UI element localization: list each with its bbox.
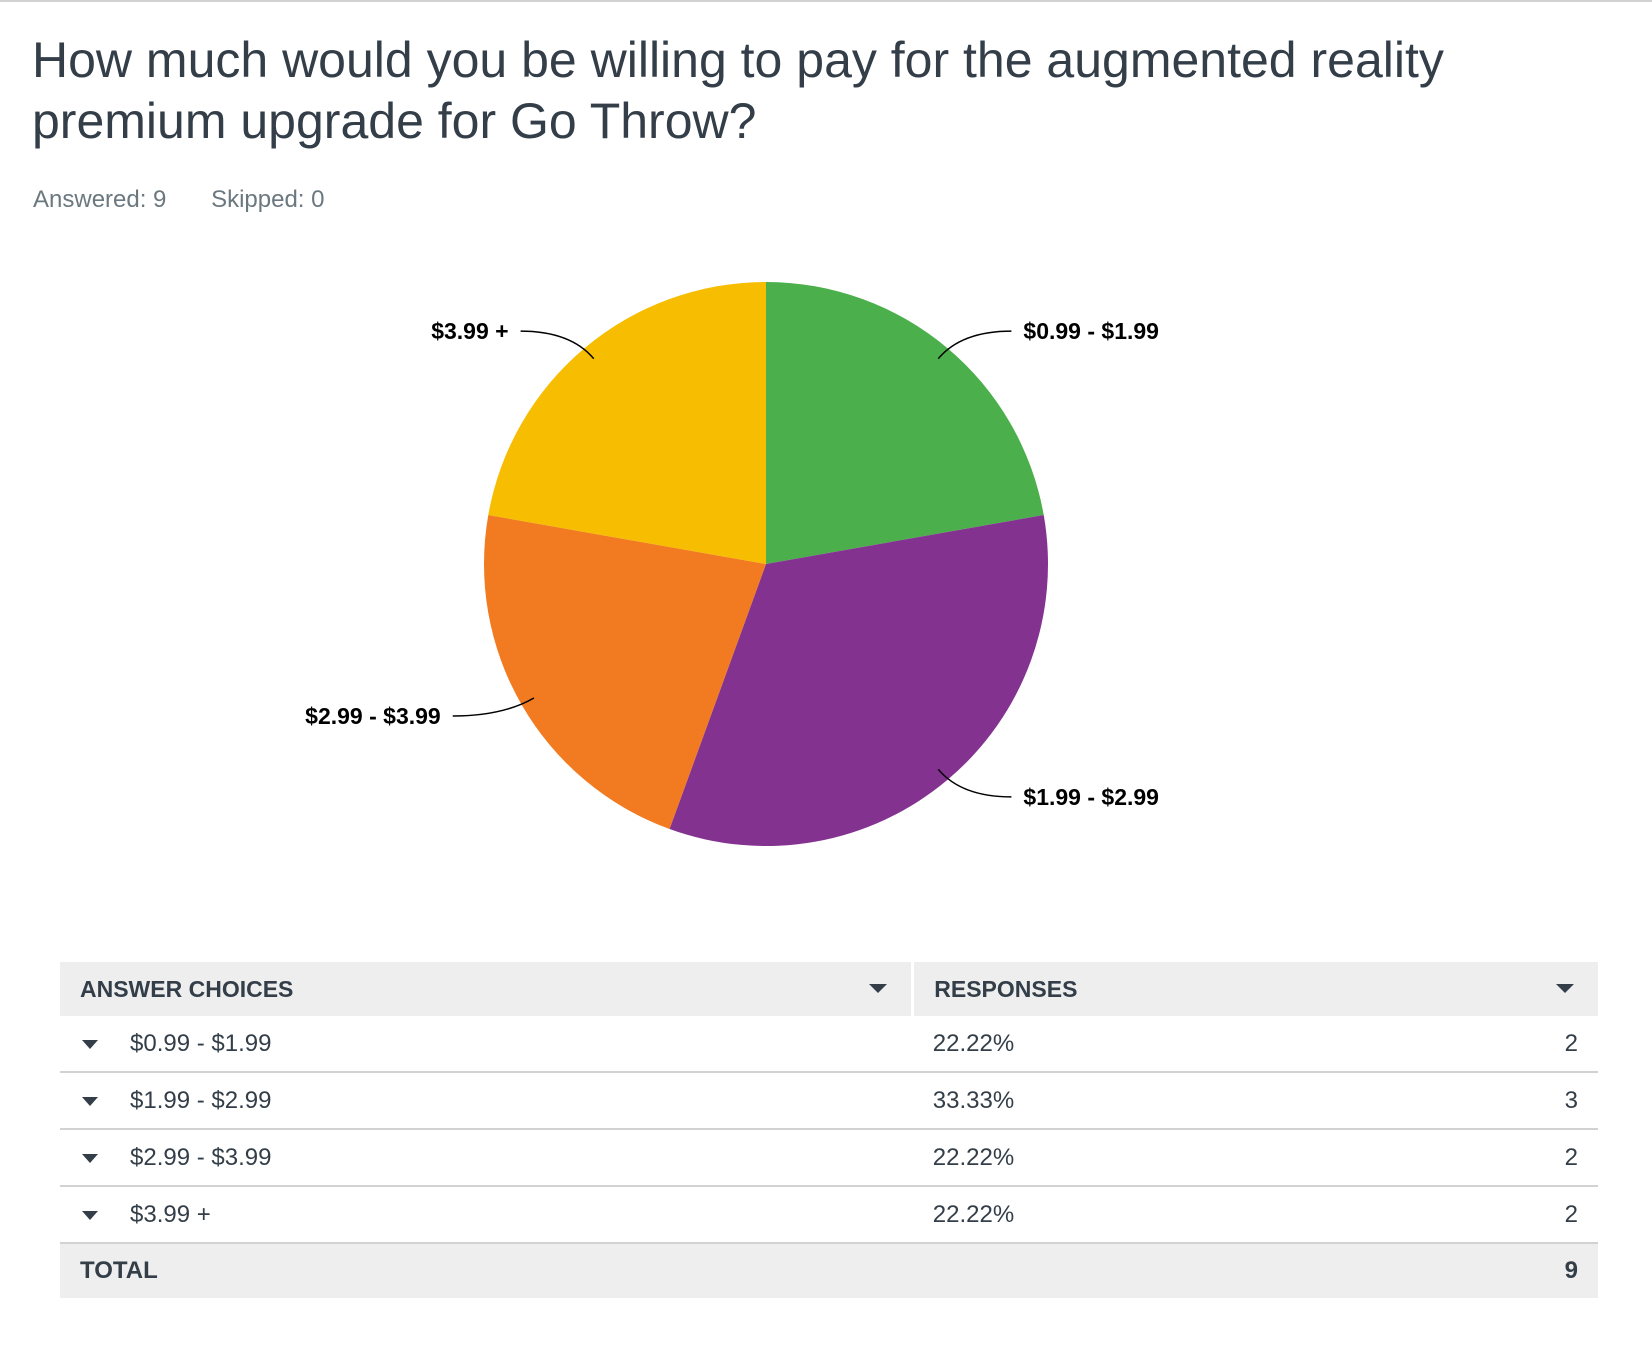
response-summary: Answered: 9 Skipped: 0	[33, 186, 363, 214]
response-percent: 22.22%	[912, 1129, 1545, 1187]
pie-slice-label: $1.99 - $2.99	[1023, 784, 1159, 810]
expand-caret-icon[interactable]	[82, 1039, 98, 1049]
response-percent: 22.22%	[912, 1186, 1545, 1244]
answer-choice: $1.99 - $2.99	[130, 1086, 272, 1114]
table-row: $1.99 - $2.99 33.33% 3	[60, 1072, 1598, 1130]
top-divider	[0, 0, 1652, 2]
question-title: How much would you be willing to pay for…	[32, 32, 1444, 149]
response-percent: 22.22%	[912, 1016, 1545, 1073]
skipped-count: Skipped: 0	[211, 186, 325, 213]
table-row: $3.99 + 22.22% 2	[60, 1186, 1598, 1244]
pie-leader-line	[937, 330, 1012, 360]
pie-slice	[669, 515, 1048, 847]
responses-header[interactable]: RESPONSES	[912, 962, 1598, 1016]
response-count: 2	[1544, 1129, 1598, 1187]
expand-caret-icon[interactable]	[82, 1153, 98, 1163]
response-count: 2	[1544, 1186, 1598, 1244]
pie-leader-line	[452, 697, 535, 717]
pie-slice	[483, 515, 766, 829]
answer-choice: $2.99 - $3.99	[130, 1143, 272, 1171]
response-count: 3	[1544, 1072, 1598, 1130]
table-header-row: ANSWER CHOICES RESPONSES	[60, 962, 1598, 1016]
answer-choice: $3.99 +	[130, 1200, 211, 1228]
expand-caret-icon[interactable]	[82, 1210, 98, 1220]
total-row: TOTAL 9	[60, 1243, 1598, 1298]
answer-choices-header-label: ANSWER CHOICES	[80, 975, 294, 1002]
pie-slice	[488, 282, 766, 564]
pie-slice-label: $3.99 +	[431, 318, 508, 344]
sort-caret-icon[interactable]	[869, 984, 888, 993]
answer-choices-header[interactable]: ANSWER CHOICES	[60, 962, 915, 1016]
total-count: 9	[1544, 1243, 1598, 1298]
sort-caret-icon[interactable]	[1556, 984, 1574, 993]
pie-leader-line	[520, 330, 595, 360]
results-table: ANSWER CHOICES RESPONSES $0.99 - $1.99 2…	[60, 962, 1598, 1298]
response-percent: 33.33%	[912, 1072, 1545, 1130]
responses-header-label: RESPONSES	[934, 975, 1078, 1002]
pie-leader-line	[937, 768, 1012, 798]
response-count: 2	[1544, 1016, 1598, 1073]
total-label: TOTAL	[60, 1243, 913, 1298]
expand-caret-icon[interactable]	[82, 1096, 98, 1106]
pie-chart: $0.99 - $1.99 $1.99 - $2.99 $2.99 - $3.99 $…	[305, 282, 1159, 847]
pie-slice-label: $2.99 - $3.99	[305, 703, 441, 729]
pie-slice-label: $0.99 - $1.99	[1023, 318, 1159, 344]
table-row: $2.99 - $3.99 22.22% 2	[60, 1129, 1598, 1187]
pie-slice	[766, 282, 1044, 564]
table-row: $0.99 - $1.99 22.22% 2	[60, 1016, 1598, 1073]
answered-count: Answered: 9	[33, 186, 167, 213]
answer-choice: $0.99 - $1.99	[130, 1029, 272, 1057]
